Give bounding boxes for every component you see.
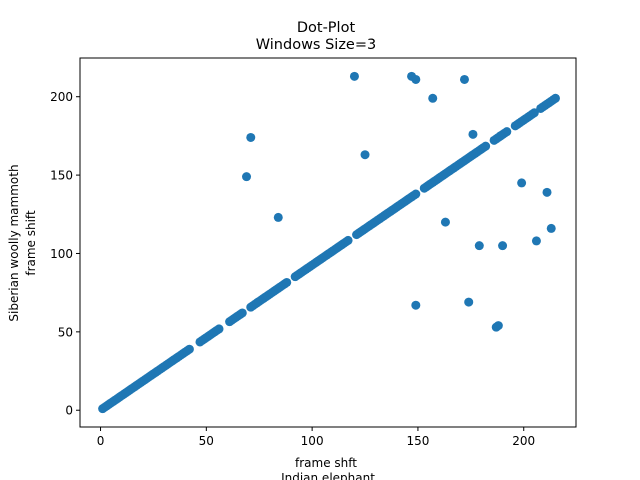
data-point [242, 172, 252, 182]
data-point [440, 217, 450, 227]
data-point [411, 189, 421, 199]
data-point [411, 74, 421, 84]
data-point [428, 93, 438, 103]
data-point [529, 108, 539, 118]
y-axis-label-secondary: frame shift [24, 210, 38, 276]
data-point [474, 241, 484, 251]
data-point [214, 324, 224, 334]
chart-subtitle: Windows Size=3 [256, 37, 376, 53]
x-tick-label: 150 [406, 434, 429, 448]
data-point [493, 321, 503, 331]
chart-title: Dot-Plot [297, 20, 356, 36]
data-point [343, 235, 353, 245]
x-tick-label: 100 [301, 434, 324, 448]
data-point [246, 132, 256, 142]
data-point [542, 187, 552, 197]
data-point [546, 223, 556, 233]
data-point [502, 127, 512, 137]
data-point [550, 93, 560, 103]
data-point [464, 297, 474, 307]
x-tick-label: 200 [512, 434, 535, 448]
data-point [468, 129, 478, 139]
data-point [531, 236, 541, 246]
y-tick-label: 150 [50, 169, 73, 183]
data-point [459, 74, 469, 84]
y-axis-label: Siberian woolly mammoth [7, 164, 21, 321]
data-point [360, 150, 370, 160]
y-tick-label: 100 [50, 247, 73, 261]
data-point [481, 141, 491, 151]
y-tick-label: 200 [50, 90, 73, 104]
plot-area-frame [79, 57, 577, 428]
x-axis-label: frame shft [295, 456, 357, 470]
y-axis-ticks: 0 50 100 150 200 [50, 90, 80, 418]
data-point [273, 212, 283, 222]
data-point [411, 300, 421, 310]
data-point [517, 178, 527, 188]
data-point [349, 71, 359, 81]
y-tick-label: 0 [65, 404, 73, 418]
data-point [282, 277, 292, 287]
x-tick-label: 0 [97, 434, 105, 448]
data-point [498, 241, 508, 251]
data-point [495, 131, 505, 141]
y-tick-label: 50 [58, 325, 73, 339]
x-axis-ticks: 0 50 100 150 200 [97, 427, 535, 448]
scatter-points [98, 71, 560, 414]
x-tick-label: 50 [199, 434, 214, 448]
x-axis-label-secondary: Indian elephant [281, 471, 375, 480]
data-point [184, 344, 194, 354]
data-point [237, 308, 247, 318]
